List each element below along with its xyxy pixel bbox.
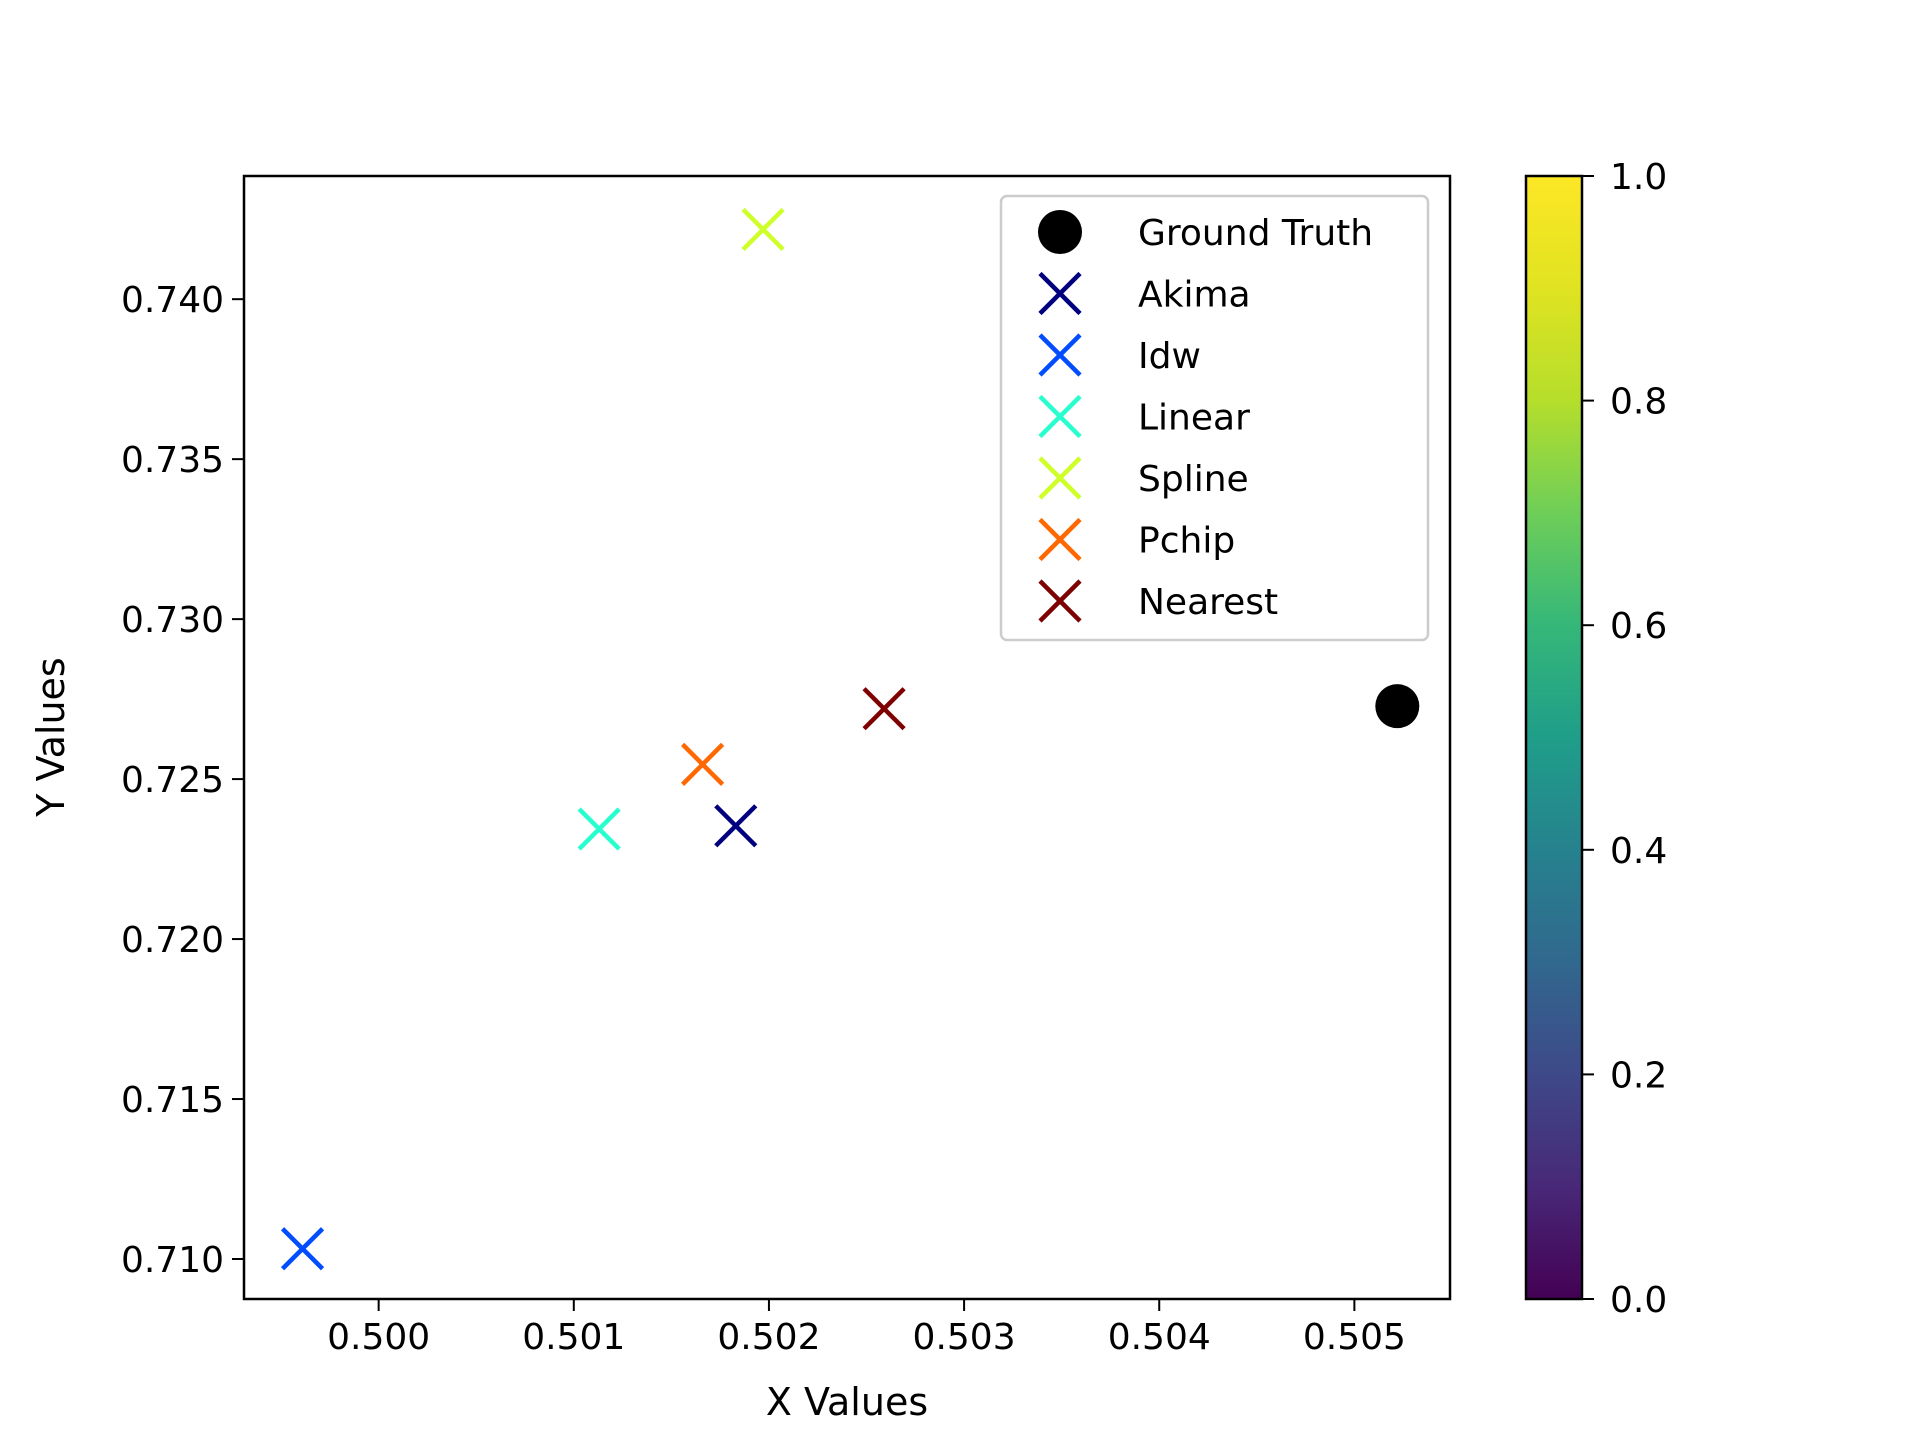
colorbar-tick-label: 1.0: [1610, 157, 1667, 198]
legend-label-akima: Akima: [1138, 275, 1251, 316]
x-tick-label: 0.504: [1108, 1317, 1211, 1358]
legend-marker-idw: [1038, 333, 1082, 377]
legend-label-nearest: Nearest: [1138, 582, 1278, 623]
point-linear-stroke-b: [577, 807, 621, 851]
y-axis-ticks: 0.710 0.715 0.720 0.725 0.730 0.735 0.740: [121, 280, 244, 1281]
colorbar-tick-label: 0.4: [1610, 831, 1667, 872]
point-akima: [714, 804, 758, 848]
colorbar-tick-label: 0.8: [1610, 382, 1667, 423]
colorbar-tick-label: 0.2: [1610, 1055, 1667, 1096]
legend-label-pchip: Pchip: [1138, 521, 1235, 562]
x-tick-label: 0.502: [717, 1317, 820, 1358]
point-idw: [280, 1227, 325, 1271]
legend-marker-pchip-stroke-b: [1038, 517, 1082, 562]
point-pchip-stroke-b: [681, 742, 725, 786]
x-tick-label: 0.503: [913, 1317, 1016, 1358]
y-tick-label: 0.715: [121, 1080, 224, 1121]
point-linear: [577, 807, 621, 851]
colorbar-tick-label: 0.6: [1610, 606, 1667, 647]
y-tick-label: 0.740: [121, 280, 224, 321]
legend-label-linear: Linear: [1138, 398, 1250, 439]
legend-marker-pchip: [1038, 517, 1082, 562]
legend: Ground Truth Akima Idw Linear Spline Pchip Nea…: [999, 194, 1430, 642]
x-tick-label: 0.505: [1303, 1317, 1406, 1358]
legend-label-ground-truth: Ground Truth: [1138, 213, 1373, 254]
legend-marker-nearest-stroke-b: [1038, 579, 1082, 623]
colorbar-gradient: [1524, 174, 1584, 1301]
x-axis-ticks: 0.500 0.501 0.502 0.503 0.504 0.505: [327, 1299, 1406, 1358]
y-tick-label: 0.735: [121, 440, 224, 481]
plot-area-frame: [242, 174, 1452, 1301]
x-axis-label: X Values: [766, 1380, 928, 1424]
colorbar-tick-label: 0.0: [1610, 1280, 1667, 1321]
x-tick-label: 0.501: [522, 1317, 625, 1358]
legend-box: [999, 194, 1430, 642]
legend-marker-idw-stroke-b: [1038, 333, 1082, 377]
colorbar: 0.0 0.2 0.4 0.6 0.8 1.0: [1524, 157, 1667, 1321]
point-spline-stroke-b: [741, 207, 785, 252]
point-nearest-stroke-b: [862, 687, 906, 731]
legend-marker-akima: [1038, 271, 1082, 316]
point-idw-stroke-b: [280, 1227, 325, 1271]
y-tick-label: 0.730: [121, 600, 224, 641]
y-tick-label: 0.720: [121, 920, 224, 961]
data-markers: [280, 207, 1420, 1271]
x-tick-label: 0.500: [327, 1317, 430, 1358]
y-tick-label: 0.710: [121, 1240, 224, 1281]
y-axis-label: Y Values: [29, 657, 73, 817]
legend-label-idw: Idw: [1138, 336, 1201, 377]
legend-marker-spline-stroke-b: [1038, 456, 1082, 500]
point-ground-truth: [1375, 684, 1420, 729]
point-spline: [741, 207, 785, 252]
legend-marker-linear-stroke-b: [1038, 394, 1082, 439]
point-akima-stroke-b: [714, 804, 758, 848]
point-nearest: [862, 687, 906, 731]
legend-marker-nearest: [1038, 579, 1082, 623]
legend-label-spline: Spline: [1138, 459, 1249, 500]
legend-marker-ground-truth: [1038, 210, 1082, 254]
y-tick-label: 0.725: [121, 760, 224, 801]
point-pchip: [681, 742, 725, 786]
legend-marker-linear: [1038, 394, 1082, 439]
legend-marker-akima-stroke-b: [1038, 271, 1082, 316]
legend-marker-spline: [1038, 456, 1082, 500]
